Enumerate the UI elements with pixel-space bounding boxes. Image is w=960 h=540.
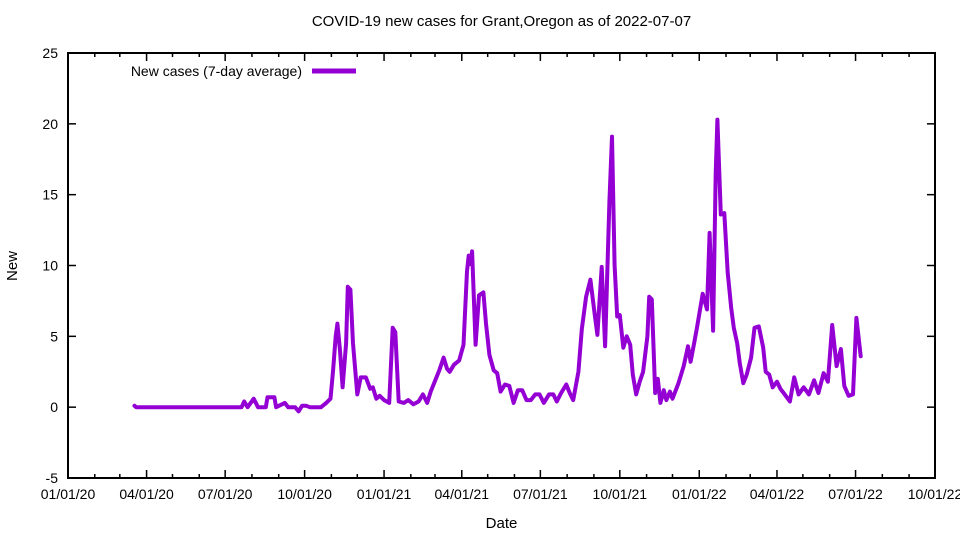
x-tick-label: 10/01/21 bbox=[593, 486, 648, 502]
chart-title: COVID-19 new cases for Grant,Oregon as o… bbox=[311, 13, 692, 30]
x-tick-label: 07/01/22 bbox=[828, 486, 883, 502]
y-tick-label: -5 bbox=[46, 470, 59, 486]
x-tick-label: 01/01/20 bbox=[41, 486, 96, 502]
x-tick-label: 07/01/20 bbox=[198, 486, 253, 502]
x-tick-label: 04/01/21 bbox=[435, 486, 490, 502]
y-tick-label: 25 bbox=[42, 45, 58, 61]
x-tick-label: 10/01/20 bbox=[277, 486, 332, 502]
y-axis-title: New bbox=[4, 251, 21, 281]
x-tick-label: 07/01/21 bbox=[513, 486, 568, 502]
x-tick-label: 01/01/22 bbox=[672, 486, 727, 502]
data-series-line bbox=[132, 117, 863, 414]
legend-label: New cases (7-day average) bbox=[131, 63, 302, 79]
y-tick-label: 10 bbox=[42, 258, 58, 274]
y-tick-label: 20 bbox=[42, 116, 58, 132]
plot-border bbox=[67, 52, 936, 479]
x-tick-label: 10/01/22 bbox=[908, 486, 960, 502]
x-tick-label: 01/01/21 bbox=[357, 486, 412, 502]
x-tick-label: 04/01/22 bbox=[750, 486, 805, 502]
y-tick-label: 0 bbox=[50, 399, 58, 415]
x-tick-label: 04/01/20 bbox=[119, 486, 174, 502]
x-axis-title: Date bbox=[486, 515, 518, 532]
y-tick-label: 15 bbox=[42, 187, 58, 203]
y-tick-label: 5 bbox=[50, 328, 58, 344]
